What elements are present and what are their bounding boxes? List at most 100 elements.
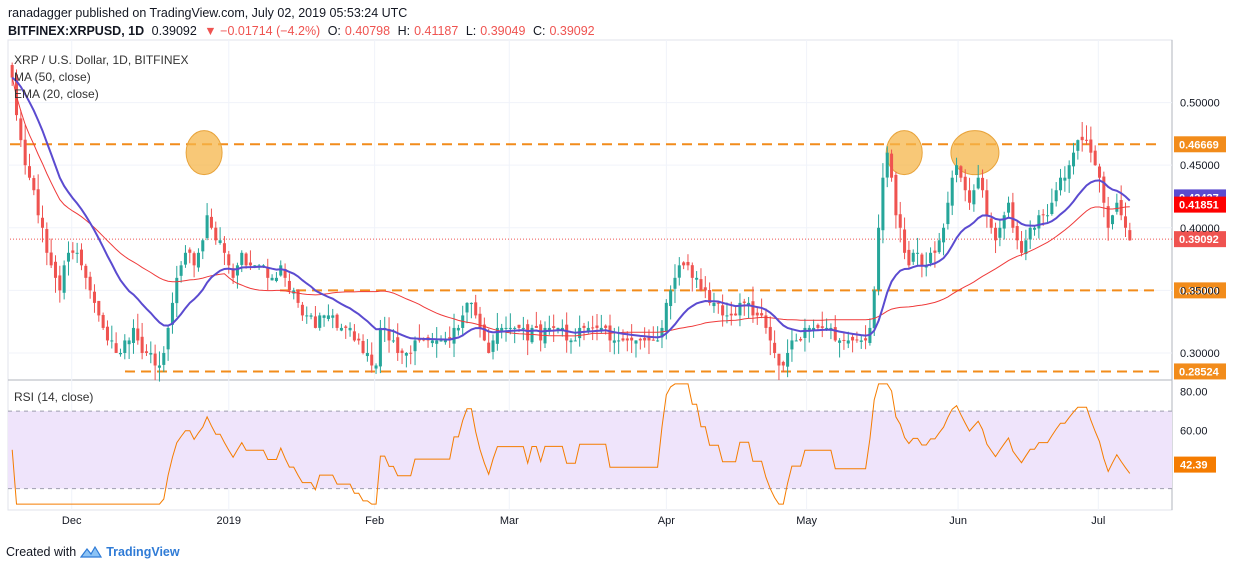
- candle-body: [513, 327, 517, 329]
- candle-body: [192, 253, 196, 266]
- candle-body: [391, 340, 395, 342]
- ema20-line: [11, 76, 1131, 341]
- x-tick-label: May: [796, 515, 817, 527]
- y-tick-label: 0.30000: [1180, 348, 1220, 360]
- candle-body: [456, 327, 460, 331]
- candle-body: [526, 324, 530, 341]
- level-label: 0.35000: [1179, 285, 1219, 297]
- candle-body: [283, 268, 287, 278]
- rsi-pane: [8, 383, 1172, 505]
- candle-body: [1063, 177, 1067, 181]
- candle-body: [734, 313, 738, 316]
- candle-body: [530, 327, 534, 343]
- candle-body: [27, 166, 32, 178]
- candle-body: [989, 218, 993, 228]
- candlesticks: [10, 62, 1132, 382]
- moving-averages: [11, 76, 1131, 341]
- candle-body: [985, 190, 989, 216]
- pattern-highlights: [185, 130, 1000, 176]
- candle-body: [339, 327, 343, 331]
- ma50-tag-label: 0.41851: [1179, 200, 1219, 212]
- legend-ema20: EMA (20, close): [14, 87, 99, 101]
- candle-body: [110, 340, 114, 342]
- candle-body: [66, 252, 70, 262]
- candle-body: [218, 240, 222, 243]
- candle-body: [118, 352, 122, 355]
- candle-body: [643, 337, 647, 341]
- chart-header: ranadagger published on TradingView.com,…: [8, 4, 599, 40]
- candle-body: [573, 340, 577, 342]
- candle-body: [309, 315, 313, 317]
- candle-body: [253, 265, 257, 267]
- candle-body: [595, 325, 599, 328]
- candle-body: [331, 315, 335, 318]
- candle-body: [946, 202, 950, 225]
- candle-body: [673, 277, 677, 289]
- created-with-text: Created with: [6, 545, 77, 559]
- candle-body: [755, 312, 759, 316]
- rsi-tick-label: 60.00: [1180, 425, 1208, 437]
- rsi-axis: 80.00 60.00 42.39: [1174, 387, 1216, 473]
- candle-body: [729, 313, 733, 316]
- candle-body: [682, 262, 686, 266]
- candle-body: [149, 352, 153, 355]
- close-value: 0.39092: [549, 24, 595, 38]
- candle-body: [1020, 241, 1024, 253]
- candle-body: [248, 262, 252, 266]
- candle-body: [833, 327, 837, 341]
- candle-body: [851, 336, 855, 341]
- candle-body: [586, 327, 590, 332]
- candle-body: [32, 178, 36, 191]
- candle-body: [196, 252, 200, 268]
- y-tick-label: 0.45000: [1180, 160, 1220, 172]
- tradingview-brand[interactable]: TradingView: [106, 545, 180, 559]
- open-value: 0.40798: [344, 24, 391, 38]
- candle-body: [534, 325, 538, 328]
- candle-body: [127, 340, 131, 345]
- candle-body: [820, 326, 824, 328]
- candle-body: [97, 300, 101, 316]
- price-change: ▼ −0.01714 (−4.2%): [204, 24, 321, 38]
- candle-body: [279, 265, 283, 276]
- candle-body: [556, 327, 560, 330]
- candle-body: [950, 177, 954, 206]
- candle-body: [1033, 227, 1037, 230]
- candle-body: [439, 340, 443, 342]
- candle-body: [690, 265, 694, 278]
- candle-body: [318, 315, 322, 328]
- candle-body: [75, 252, 79, 254]
- candle-body: [777, 353, 781, 366]
- candle-body: [227, 254, 231, 266]
- candle-body: [638, 338, 642, 341]
- open-label: O:: [327, 24, 341, 38]
- candle-body: [1015, 226, 1019, 241]
- candle-body: [885, 152, 889, 178]
- candle-body: [890, 153, 894, 178]
- candle-body: [742, 301, 746, 303]
- candle-body: [1072, 152, 1076, 167]
- candle-body: [881, 177, 885, 231]
- candle-body: [214, 227, 218, 241]
- high-value: 0.41187: [414, 24, 459, 38]
- candle-body: [344, 326, 348, 328]
- low-value: 0.39049: [480, 24, 526, 38]
- rsi-legend: RSI (14, close): [14, 390, 94, 404]
- candle-body: [378, 327, 382, 367]
- candle-body: [400, 350, 404, 353]
- symbol: BITFINEX:XRPUSD, 1D: [8, 24, 145, 38]
- candle-body: [361, 340, 365, 353]
- candle-body: [621, 338, 625, 341]
- candle-body: [790, 340, 794, 350]
- candle-body: [859, 340, 863, 342]
- candle-body: [357, 338, 361, 341]
- candle-body: [500, 327, 504, 332]
- level-label: 0.28524: [1179, 366, 1220, 378]
- candle-body: [166, 327, 170, 350]
- ma50-tag: [1174, 196, 1226, 213]
- candle-body: [760, 313, 764, 316]
- candle-body: [409, 352, 413, 354]
- candle-body: [647, 337, 651, 341]
- candle-body: [474, 302, 478, 316]
- x-tick-label: Jul: [1091, 515, 1105, 527]
